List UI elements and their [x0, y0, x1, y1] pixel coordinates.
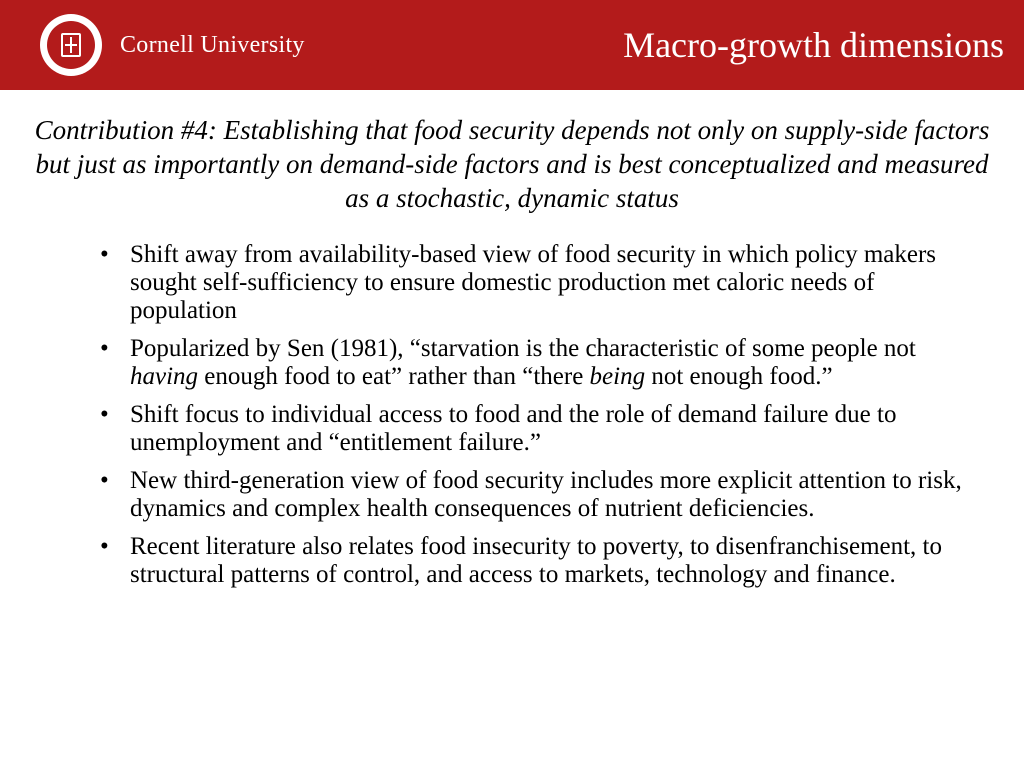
bullet-item: New third-generation view of food securi…: [92, 467, 984, 523]
bullet-list: Shift away from availability-based view …: [22, 241, 1002, 589]
bullet-text-segment: Shift focus to individual access to food…: [130, 401, 896, 456]
cornell-seal-icon: [40, 14, 102, 76]
university-name: Cornell University: [120, 32, 305, 59]
bullet-item: Shift away from availability-based view …: [92, 241, 984, 325]
bullet-item: Shift focus to individual access to food…: [92, 401, 984, 457]
bullet-text-segment: not enough food.”: [645, 363, 832, 390]
bullet-text-segment: enough food to eat” rather than “there: [198, 363, 590, 390]
contribution-heading: Contribution #4: Establishing that food …: [22, 114, 1002, 215]
bullet-text-segment: Popularized by Sen (1981), “starvation i…: [130, 335, 916, 362]
slide-header: Cornell University Macro-growth dimensio…: [0, 0, 1024, 90]
bullet-item: Popularized by Sen (1981), “starvation i…: [92, 335, 984, 391]
bullet-text-segment: New third-generation view of food securi…: [130, 467, 962, 522]
slide-body: Contribution #4: Establishing that food …: [0, 90, 1024, 589]
bullet-text-segment: Shift away from availability-based view …: [130, 241, 936, 324]
slide-title: Macro-growth dimensions: [623, 24, 1004, 66]
bullet-text-segment: having: [130, 363, 198, 390]
bullet-text-segment: being: [590, 363, 646, 390]
bullet-item: Recent literature also relates food inse…: [92, 533, 984, 589]
bullet-text-segment: Recent literature also relates food inse…: [130, 533, 942, 588]
